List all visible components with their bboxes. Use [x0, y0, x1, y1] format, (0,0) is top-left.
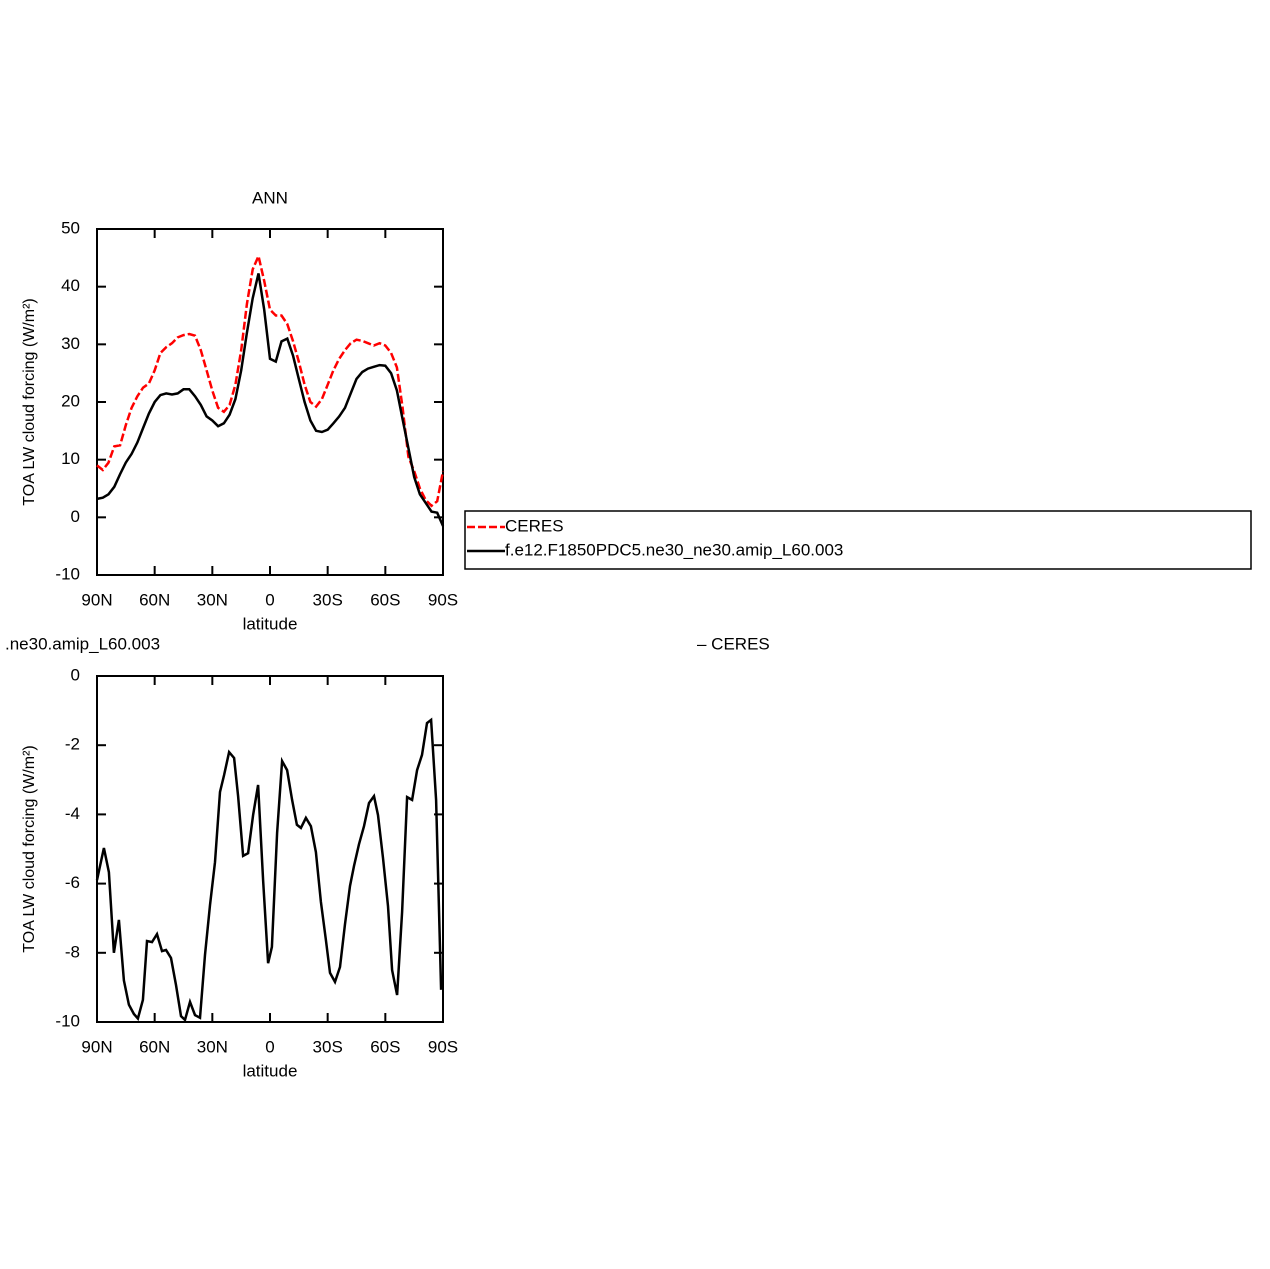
y-tick-label: -10	[55, 1011, 80, 1030]
chart-title: ANN	[252, 188, 288, 207]
x-tick-label: 90S	[428, 590, 458, 609]
y-axis-label: TOA LW cloud forcing (W/m²)	[21, 298, 38, 505]
chart-panel: -10 -8 -6 -4 -2 0 90N 60N 30N 0 30S 60S 90S latitude T…	[5, 634, 770, 1080]
data-line	[96, 252, 445, 508]
x-tick-label: 90S	[428, 1037, 458, 1056]
y-tick-label: -8	[65, 942, 80, 961]
y-tick-label: -2	[65, 735, 80, 754]
y-tick-label: 50	[61, 218, 80, 237]
legend-box	[464, 510, 1252, 570]
y-tick-label: -4	[65, 804, 80, 823]
chart-title: – CERES	[697, 634, 770, 653]
x-tick-label: 60S	[370, 590, 400, 609]
legend-label: f.e12.F1850PDC5.ne30_ne30.amip_L60.003	[505, 540, 843, 559]
y-tick-label: 0	[71, 665, 80, 684]
plot-frame	[96, 228, 444, 576]
y-tick-label: 30	[61, 334, 80, 353]
data-line	[95, 717, 443, 1023]
y-tick-label: 20	[61, 391, 80, 410]
x-axis-label: latitude	[243, 614, 298, 633]
x-tick-label: 0	[265, 590, 274, 609]
y-tick-label: -10	[55, 564, 80, 583]
legend-label: CERES	[505, 516, 564, 535]
chart-title: .ne30.amip_L60.003	[5, 634, 160, 653]
x-axis-label: latitude	[243, 1061, 298, 1080]
x-tick-label: 30N	[197, 1037, 228, 1056]
x-tick-label: 90N	[81, 590, 112, 609]
x-tick-label: 60N	[139, 590, 170, 609]
y-axis-label: TOA LW cloud forcing (W/m²)	[21, 745, 38, 952]
x-tick-label: 0	[265, 1037, 274, 1056]
x-tick-label: 90N	[81, 1037, 112, 1056]
y-tick-label: 40	[61, 276, 80, 295]
y-tick-label: 0	[71, 507, 80, 526]
x-tick-label: 30S	[313, 590, 343, 609]
x-tick-label: 30S	[313, 1037, 343, 1056]
x-tick-label: 30N	[197, 590, 228, 609]
chart-panel: -10 0 10 20 30 40 50 90N 60N 30N 0 30S 60S 90S latitud…	[21, 188, 1252, 633]
x-tick-label: 60S	[370, 1037, 400, 1056]
x-tick-label: 60N	[139, 1037, 170, 1056]
legend: CERES f.e12.F1850PDC5.ne30_ne30.amip_L60.…	[464, 510, 1252, 570]
y-tick-label: -6	[65, 873, 80, 892]
y-tick-label: 10	[61, 449, 80, 468]
data-line	[96, 273, 445, 527]
